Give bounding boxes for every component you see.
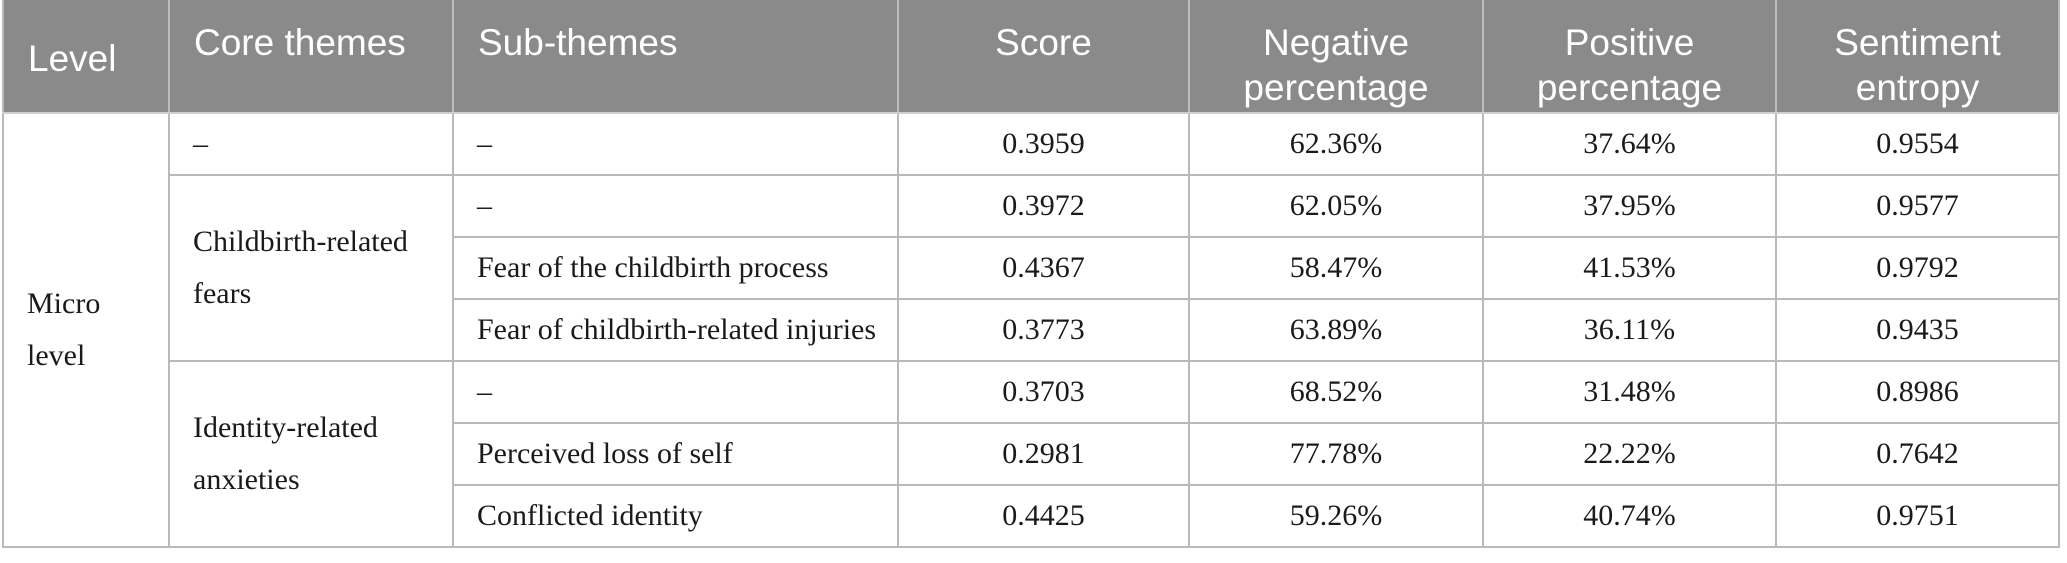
sentiment-analysis-table: Level Core themes Sub-themes Score Negat… bbox=[2, 0, 2060, 548]
cell-sentiment-entropy: 0.9792 bbox=[1775, 236, 2060, 300]
cell-negative-pct: 58.47% bbox=[1188, 236, 1484, 300]
cell-negative-pct: 68.52% bbox=[1188, 360, 1484, 424]
cell-score: 0.4367 bbox=[897, 236, 1190, 300]
cell-core-theme: – bbox=[168, 112, 454, 176]
cell-positive-pct: 31.48% bbox=[1482, 360, 1777, 424]
cell-sub-theme: Conflicted identity bbox=[452, 484, 899, 548]
cell-score: 0.4425 bbox=[897, 484, 1190, 548]
cell-negative-pct: 59.26% bbox=[1188, 484, 1484, 548]
cell-level-micro: Micro level bbox=[2, 112, 170, 548]
cell-sub-theme: Fear of childbirth-related injuries bbox=[452, 298, 899, 362]
cell-score: 0.3773 bbox=[897, 298, 1190, 362]
cell-negative-pct: 62.05% bbox=[1188, 174, 1484, 238]
table-row: Identity-related anxieties – 0.3703 68.5… bbox=[3, 360, 2060, 548]
col-header-core-themes: Core themes bbox=[168, 0, 453, 114]
cell-positive-pct: 36.11% bbox=[1482, 298, 1777, 362]
col-header-score: Score bbox=[897, 0, 1189, 114]
cell-score: 0.3959 bbox=[897, 112, 1190, 176]
cell-core-theme-identity-anxieties: Identity-related anxieties bbox=[168, 360, 454, 548]
header-row: Level Core themes Sub-themes Score Negat… bbox=[3, 0, 2059, 114]
cell-negative-pct: 62.36% bbox=[1188, 112, 1484, 176]
col-header-level: Level bbox=[3, 0, 169, 114]
cell-negative-pct: 63.89% bbox=[1188, 298, 1484, 362]
cell-positive-pct: 41.53% bbox=[1482, 236, 1777, 300]
col-header-sub-themes: Sub-themes bbox=[452, 0, 898, 114]
cell-sub-theme: – bbox=[452, 174, 899, 238]
table-row: Micro level – – 0.3959 62.36% 37.64% 0.9… bbox=[2, 112, 2060, 548]
cell-sentiment-entropy: 0.9554 bbox=[1775, 112, 2060, 176]
table-row: Fear of childbirth-related injuries 0.37… bbox=[3, 298, 2060, 362]
cell-sub-theme: Fear of the childbirth process bbox=[452, 236, 899, 300]
cell-score: 0.2981 bbox=[897, 422, 1190, 486]
col-header-negative-pct: Negative percentage bbox=[1188, 0, 1483, 114]
cell-positive-pct: 40.74% bbox=[1482, 484, 1777, 548]
table-row: Conflicted identity 0.4425 59.26% 40.74%… bbox=[3, 484, 2060, 548]
cell-sentiment-entropy: 0.9577 bbox=[1775, 174, 2060, 238]
col-header-sentiment-entropy: Sentiment entropy bbox=[1775, 0, 2059, 114]
cell-score: 0.3703 bbox=[897, 360, 1190, 424]
cell-negative-pct: 77.78% bbox=[1188, 422, 1484, 486]
table-row: Childbirth-related fears – 0.3972 62.05%… bbox=[3, 174, 2060, 362]
cell-sub-theme: Perceived loss of self bbox=[452, 422, 899, 486]
cell-sub-theme: – bbox=[452, 112, 899, 176]
cell-core-theme-childbirth-fears: Childbirth-related fears bbox=[168, 174, 454, 362]
table-header: Level Core themes Sub-themes Score Negat… bbox=[3, 0, 2059, 114]
table-row: Fear of the childbirth process 0.4367 58… bbox=[3, 236, 2060, 300]
cell-sentiment-entropy: 0.9435 bbox=[1775, 298, 2060, 362]
col-header-positive-pct: Positive percentage bbox=[1482, 0, 1776, 114]
cell-sentiment-entropy: 0.9751 bbox=[1775, 484, 2060, 548]
cell-positive-pct: 22.22% bbox=[1482, 422, 1777, 486]
table-row: Perceived loss of self 0.2981 77.78% 22.… bbox=[3, 422, 2060, 486]
cell-score: 0.3972 bbox=[897, 174, 1190, 238]
cell-positive-pct: 37.95% bbox=[1482, 174, 1777, 238]
cell-sentiment-entropy: 0.7642 bbox=[1775, 422, 2060, 486]
cell-sub-theme: – bbox=[452, 360, 899, 424]
cell-positive-pct: 37.64% bbox=[1482, 112, 1777, 176]
cell-sentiment-entropy: 0.8986 bbox=[1775, 360, 2060, 424]
table-body: Micro level – – 0.3959 62.36% 37.64% 0.9… bbox=[2, 112, 2060, 548]
